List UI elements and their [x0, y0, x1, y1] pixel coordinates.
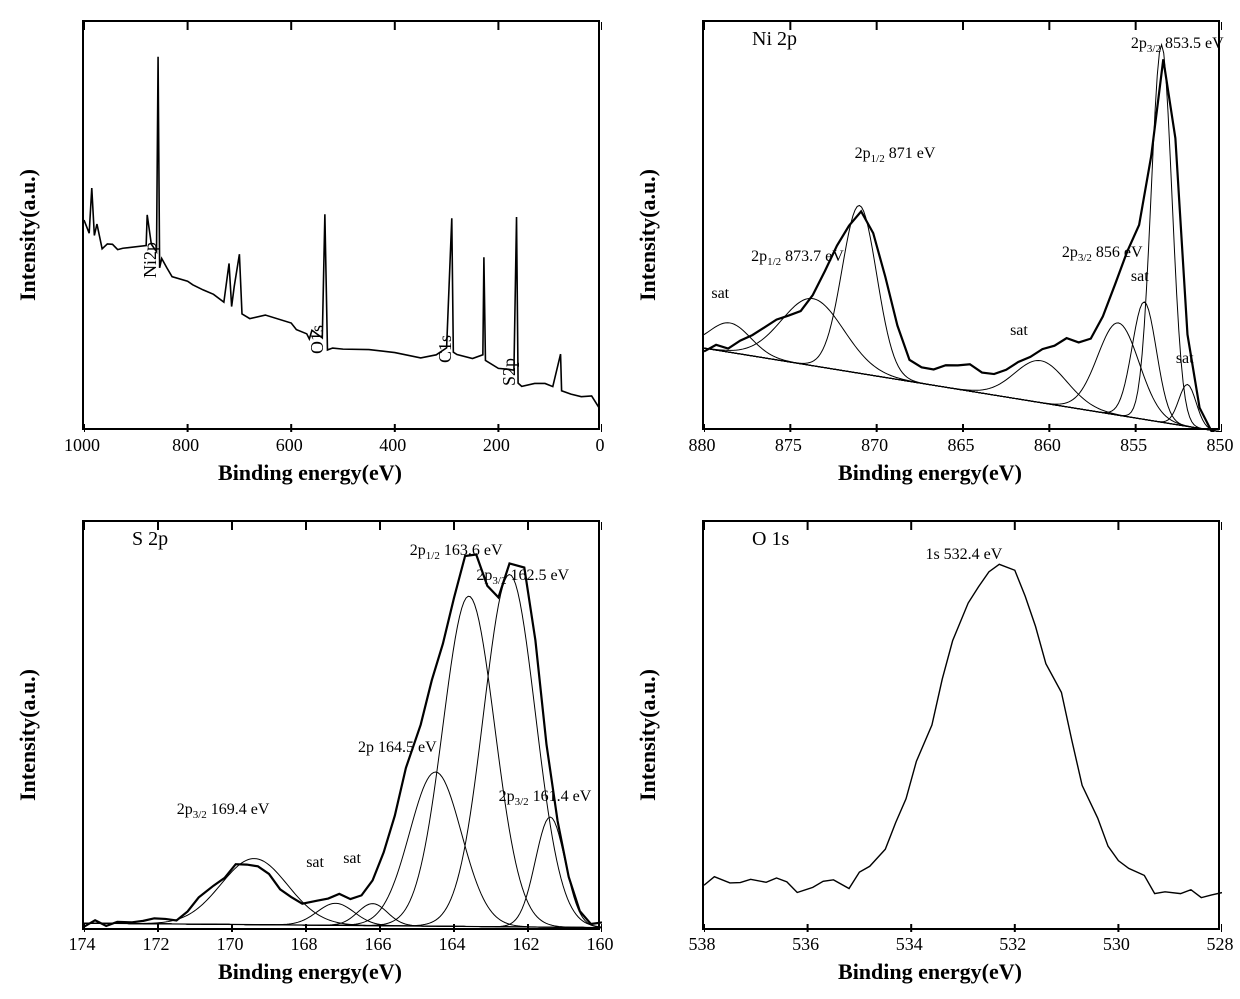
- x-tick-label: 534: [896, 934, 923, 955]
- plot-area: [702, 20, 1220, 430]
- x-tick-label: 174: [69, 934, 96, 955]
- series-line: [84, 574, 602, 926]
- series-line: [84, 596, 602, 927]
- y-axis-label: Intensity(a.u.): [15, 669, 41, 801]
- x-axis-label: Binding energy(eV): [218, 959, 402, 985]
- y-axis-label: Intensity(a.u.): [15, 169, 41, 301]
- peak-label: 2p1/2 163.6 eV: [410, 542, 503, 562]
- x-tick-label: 164: [439, 934, 466, 955]
- x-tick-label: 166: [365, 934, 392, 955]
- x-tick-label: 528: [1207, 934, 1234, 955]
- x-tick-label: 400: [379, 435, 406, 456]
- peak-label: sat: [711, 285, 729, 303]
- peak-label: 2p1/2 871 eV: [855, 145, 936, 165]
- peak-label: O1s: [307, 325, 328, 354]
- figure-grid: (a)10008006004002000Binding energy(eV)In…: [0, 0, 1240, 999]
- x-tick-label: 170: [217, 934, 244, 955]
- panel-b: (b)Ni 2p880875870865860855850Binding ene…: [630, 10, 1230, 490]
- x-tick-label: 1000: [64, 435, 100, 456]
- plot-svg: [704, 522, 1222, 932]
- peak-label: C1s: [435, 335, 456, 363]
- x-tick-label: 600: [276, 435, 303, 456]
- x-tick-label: 536: [792, 934, 819, 955]
- y-axis-label: Intensity(a.u.): [635, 169, 661, 301]
- series-line: [704, 564, 1222, 897]
- peak-label: 2p3/2 161.4 eV: [499, 788, 592, 808]
- x-tick-label: 870: [861, 435, 888, 456]
- region-label: Ni 2p: [752, 28, 797, 51]
- x-tick-label: 850: [1207, 435, 1234, 456]
- x-tick-label: 865: [948, 435, 975, 456]
- peak-label: Ni2p: [140, 242, 161, 278]
- panel-a: (a)10008006004002000Binding energy(eV)In…: [10, 10, 610, 490]
- series-line: [704, 45, 1222, 432]
- x-tick-label: 800: [172, 435, 199, 456]
- plot-area: [82, 20, 600, 430]
- x-tick-label: 530: [1103, 934, 1130, 955]
- panel-d: (d)O 1s538536534532530528Binding energy(…: [630, 510, 1230, 990]
- peak-label: 2p3/2 162.5 eV: [476, 567, 569, 587]
- x-tick-label: 200: [483, 435, 510, 456]
- peak-label: sat: [343, 850, 361, 868]
- series-line: [704, 323, 1222, 432]
- series-line: [84, 57, 599, 409]
- series-line: [84, 554, 602, 926]
- x-tick-label: 855: [1120, 435, 1147, 456]
- peak-label: 1s 532.4 eV: [925, 546, 1002, 564]
- peak-label: sat: [306, 854, 324, 872]
- x-tick-label: 880: [689, 435, 716, 456]
- x-tick-label: 538: [689, 934, 716, 955]
- peak-label: sat: [1010, 322, 1028, 340]
- peak-label: 2p3/2 853.5 eV: [1131, 35, 1224, 55]
- region-label: O 1s: [752, 528, 789, 551]
- plot-svg: [84, 22, 602, 432]
- x-tick-label: 162: [513, 934, 540, 955]
- panel-c: (c)S 2p174172170168166164162160Binding e…: [10, 510, 610, 990]
- peak-label: S2p: [499, 358, 520, 386]
- peak-label: sat: [1176, 350, 1194, 368]
- x-tick-label: 160: [587, 934, 614, 955]
- peak-label: 2p1/2 873.7 eV: [751, 248, 844, 268]
- x-tick-label: 860: [1034, 435, 1061, 456]
- region-label: S 2p: [132, 528, 168, 551]
- peak-label: sat: [1131, 268, 1149, 286]
- peak-label: 2p3/2 856 eV: [1062, 244, 1143, 264]
- series-line: [704, 348, 1222, 432]
- x-axis-label: Binding energy(eV): [218, 460, 402, 486]
- x-axis-label: Binding energy(eV): [838, 959, 1022, 985]
- x-tick-label: 532: [999, 934, 1026, 955]
- x-tick-label: 168: [291, 934, 318, 955]
- series-line: [84, 817, 602, 927]
- y-axis-label: Intensity(a.u.): [635, 669, 661, 801]
- peak-label: 2p3/2 169.4 eV: [177, 801, 270, 821]
- plot-svg: [704, 22, 1222, 432]
- x-axis-label: Binding energy(eV): [838, 460, 1022, 486]
- x-tick-label: 875: [775, 435, 802, 456]
- x-tick-label: 0: [596, 435, 605, 456]
- plot-area: [702, 520, 1220, 930]
- x-tick-label: 172: [143, 934, 170, 955]
- peak-label: 2p 164.5 eV: [358, 739, 437, 757]
